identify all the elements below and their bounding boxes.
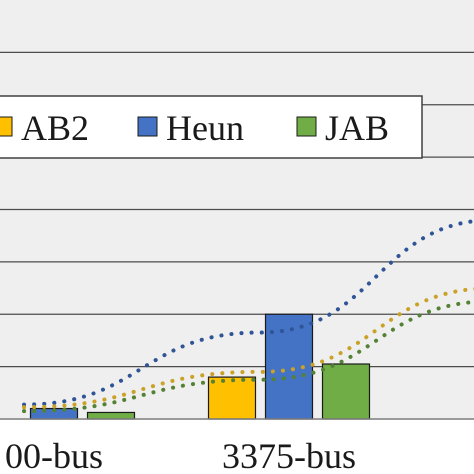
legend-swatch-heun	[137, 116, 158, 137]
bar-heun	[264, 313, 314, 420]
x-tick-label: 00-bus	[5, 436, 103, 474]
x-tick-label: 3375-bus	[222, 436, 356, 474]
legend-label-heun: Heun	[166, 108, 244, 148]
legend-swatch-jab	[296, 116, 317, 137]
bar-jab	[86, 411, 136, 420]
legend-label-ab2: AB2	[21, 108, 89, 148]
bars	[29, 313, 371, 420]
legend-swatch-ab2	[0, 116, 13, 137]
bar-jab	[321, 363, 371, 420]
bar-ab2	[207, 376, 257, 420]
legend-label-jab: JAB	[325, 108, 389, 148]
legend: AB2 Heun JAB	[0, 95, 423, 159]
legend-box	[0, 95, 423, 159]
